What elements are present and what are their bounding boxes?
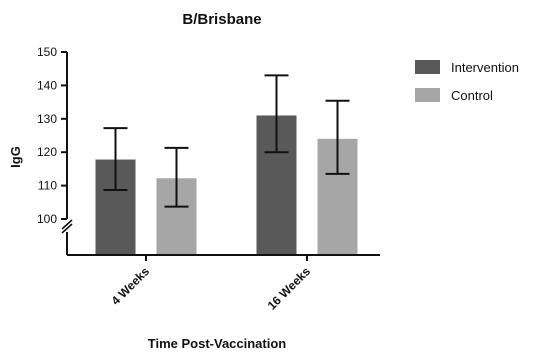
y-axis-title: IgG: [8, 146, 23, 168]
y-tick-label: 140: [37, 78, 57, 92]
y-tick-label: 130: [37, 112, 57, 126]
legend-swatch-control: [415, 88, 440, 102]
error-bar-intervention-1: [264, 74, 289, 154]
legend-label-intervention: Intervention: [451, 60, 519, 75]
error-bars: [103, 74, 350, 208]
legend-label-control: Control: [451, 88, 493, 103]
legend-swatch-intervention: [415, 60, 440, 74]
y-axis-ticks: 100 110 120 130 140 150: [37, 45, 67, 226]
axis-break-mark: [61, 219, 73, 230]
y-tick-label: 110: [38, 179, 57, 193]
y-tick-label: 120: [37, 145, 57, 159]
x-tick-label: 16 Weeks: [265, 264, 314, 313]
error-bar-control-0: [164, 146, 189, 208]
axis-break-mark: [61, 223, 73, 234]
y-tick-label: 150: [37, 45, 57, 59]
error-bar-control-1: [325, 99, 350, 175]
x-axis-title: Time Post-Vaccination: [148, 336, 287, 351]
x-tick-label: 4 Weeks: [108, 264, 152, 308]
error-bar-intervention-0: [103, 127, 128, 191]
y-tick-label: 100: [37, 212, 57, 226]
bars: [95, 115, 358, 256]
chart-title: B/Brisbane: [182, 11, 261, 28]
